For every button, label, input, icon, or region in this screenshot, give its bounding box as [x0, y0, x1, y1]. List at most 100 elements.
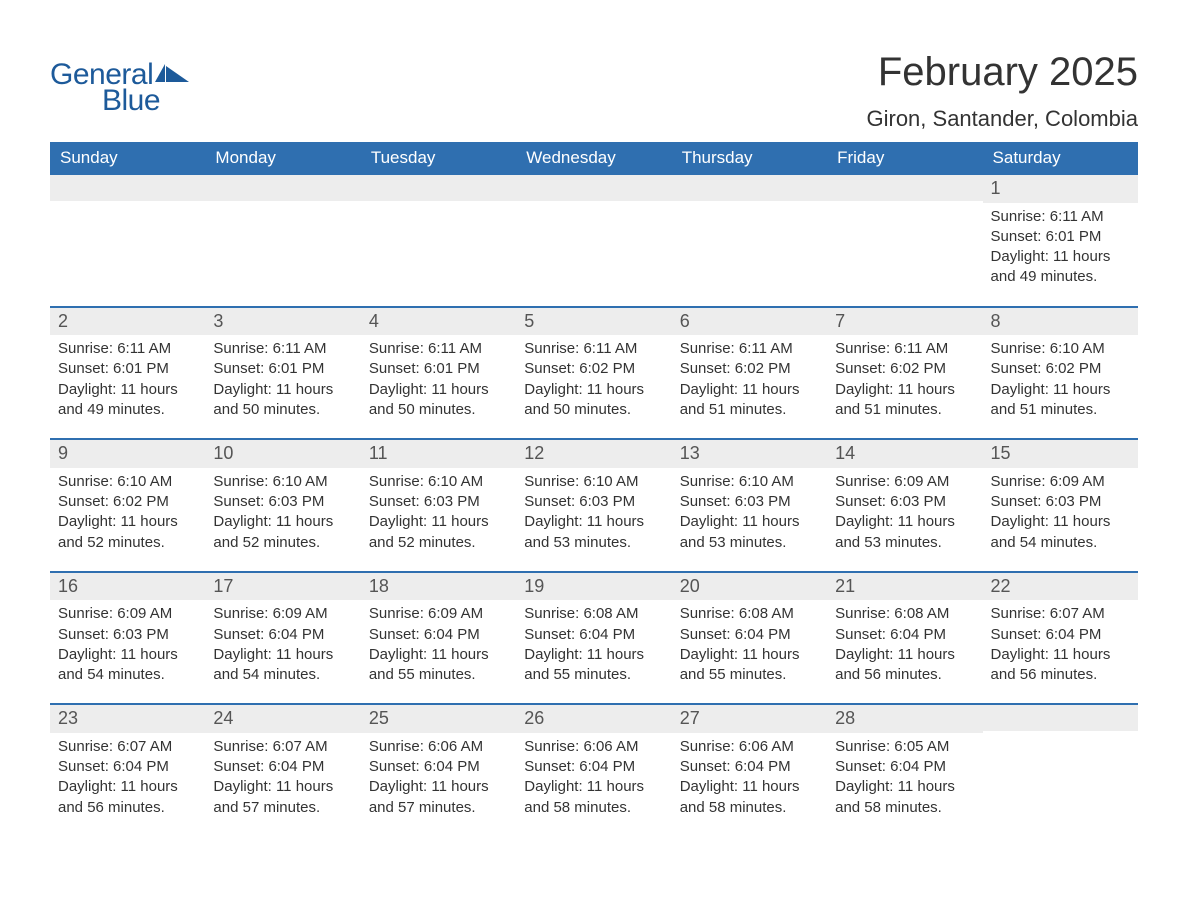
daylight-text: Daylight: 11 hours and 50 minutes.	[213, 380, 352, 421]
day-number: 2	[50, 308, 205, 336]
calendar-grid: Sunday Monday Tuesday Wednesday Thursday…	[50, 142, 1138, 818]
day-number: 16	[50, 573, 205, 601]
sunset-text: Sunset: 6:04 PM	[213, 757, 352, 777]
day-cell	[205, 175, 360, 288]
day-cell: 26Sunrise: 6:06 AMSunset: 6:04 PMDayligh…	[516, 705, 671, 818]
day-cell: 13Sunrise: 6:10 AMSunset: 6:03 PMDayligh…	[672, 440, 827, 553]
day-cell	[672, 175, 827, 288]
day-details: Sunrise: 6:06 AMSunset: 6:04 PMDaylight:…	[361, 733, 516, 818]
day-cell: 5Sunrise: 6:11 AMSunset: 6:02 PMDaylight…	[516, 308, 671, 421]
day-cell	[983, 705, 1138, 818]
sunset-text: Sunset: 6:03 PM	[213, 492, 352, 512]
day-details: Sunrise: 6:07 AMSunset: 6:04 PMDaylight:…	[205, 733, 360, 818]
sunrise-text: Sunrise: 6:09 AM	[835, 472, 974, 492]
daylight-text: Daylight: 11 hours and 54 minutes.	[991, 512, 1130, 553]
sunset-text: Sunset: 6:01 PM	[369, 359, 508, 379]
sunrise-text: Sunrise: 6:09 AM	[58, 604, 197, 624]
sunset-text: Sunset: 6:03 PM	[991, 492, 1130, 512]
day-cell: 28Sunrise: 6:05 AMSunset: 6:04 PMDayligh…	[827, 705, 982, 818]
sunset-text: Sunset: 6:02 PM	[524, 359, 663, 379]
daylight-text: Daylight: 11 hours and 52 minutes.	[213, 512, 352, 553]
day-number: 18	[361, 573, 516, 601]
daylight-text: Daylight: 11 hours and 49 minutes.	[58, 380, 197, 421]
day-number: 12	[516, 440, 671, 468]
day-details: Sunrise: 6:10 AMSunset: 6:03 PMDaylight:…	[361, 468, 516, 553]
daylight-text: Daylight: 11 hours and 52 minutes.	[58, 512, 197, 553]
daylight-text: Daylight: 11 hours and 55 minutes.	[680, 645, 819, 686]
sunset-text: Sunset: 6:04 PM	[680, 625, 819, 645]
sunset-text: Sunset: 6:04 PM	[213, 625, 352, 645]
day-number: 3	[205, 308, 360, 336]
sunrise-text: Sunrise: 6:07 AM	[991, 604, 1130, 624]
sunrise-text: Sunrise: 6:11 AM	[835, 339, 974, 359]
daylight-text: Daylight: 11 hours and 53 minutes.	[524, 512, 663, 553]
day-number: 17	[205, 573, 360, 601]
sunset-text: Sunset: 6:02 PM	[58, 492, 197, 512]
sunrise-text: Sunrise: 6:11 AM	[369, 339, 508, 359]
day-cell: 12Sunrise: 6:10 AMSunset: 6:03 PMDayligh…	[516, 440, 671, 553]
sunset-text: Sunset: 6:04 PM	[991, 625, 1130, 645]
title-block: February 2025 Giron, Santander, Colombia	[867, 50, 1139, 132]
day-details: Sunrise: 6:08 AMSunset: 6:04 PMDaylight:…	[516, 600, 671, 685]
day-cell: 4Sunrise: 6:11 AMSunset: 6:01 PMDaylight…	[361, 308, 516, 421]
day-cell: 6Sunrise: 6:11 AMSunset: 6:02 PMDaylight…	[672, 308, 827, 421]
sunrise-text: Sunrise: 6:05 AM	[835, 737, 974, 757]
sunrise-text: Sunrise: 6:11 AM	[991, 207, 1130, 227]
day-number: 15	[983, 440, 1138, 468]
daylight-text: Daylight: 11 hours and 51 minutes.	[991, 380, 1130, 421]
day-number: 24	[205, 705, 360, 733]
day-cell: 23Sunrise: 6:07 AMSunset: 6:04 PMDayligh…	[50, 705, 205, 818]
day-cell: 24Sunrise: 6:07 AMSunset: 6:04 PMDayligh…	[205, 705, 360, 818]
weeks-container: 1Sunrise: 6:11 AMSunset: 6:01 PMDaylight…	[50, 175, 1138, 818]
day-cell: 8Sunrise: 6:10 AMSunset: 6:02 PMDaylight…	[983, 308, 1138, 421]
day-cell: 2Sunrise: 6:11 AMSunset: 6:01 PMDaylight…	[50, 308, 205, 421]
sunrise-text: Sunrise: 6:06 AM	[680, 737, 819, 757]
day-cell: 1Sunrise: 6:11 AMSunset: 6:01 PMDaylight…	[983, 175, 1138, 288]
sunset-text: Sunset: 6:03 PM	[524, 492, 663, 512]
logo-text-blue: Blue	[102, 84, 160, 118]
calendar-week: 1Sunrise: 6:11 AMSunset: 6:01 PMDaylight…	[50, 175, 1138, 288]
day-cell: 25Sunrise: 6:06 AMSunset: 6:04 PMDayligh…	[361, 705, 516, 818]
sunrise-text: Sunrise: 6:08 AM	[835, 604, 974, 624]
sunset-text: Sunset: 6:01 PM	[991, 227, 1130, 247]
calendar-week: 16Sunrise: 6:09 AMSunset: 6:03 PMDayligh…	[50, 571, 1138, 686]
day-number: 27	[672, 705, 827, 733]
day-details: Sunrise: 6:10 AMSunset: 6:02 PMDaylight:…	[983, 335, 1138, 420]
sunset-text: Sunset: 6:02 PM	[991, 359, 1130, 379]
sunset-text: Sunset: 6:03 PM	[680, 492, 819, 512]
day-details: Sunrise: 6:08 AMSunset: 6:04 PMDaylight:…	[827, 600, 982, 685]
daylight-text: Daylight: 11 hours and 56 minutes.	[58, 777, 197, 818]
day-number: 19	[516, 573, 671, 601]
day-number: 11	[361, 440, 516, 468]
location-text: Giron, Santander, Colombia	[867, 106, 1139, 132]
day-number	[827, 175, 982, 201]
day-cell: 9Sunrise: 6:10 AMSunset: 6:02 PMDaylight…	[50, 440, 205, 553]
day-number: 26	[516, 705, 671, 733]
day-cell: 21Sunrise: 6:08 AMSunset: 6:04 PMDayligh…	[827, 573, 982, 686]
day-details: Sunrise: 6:05 AMSunset: 6:04 PMDaylight:…	[827, 733, 982, 818]
sunrise-text: Sunrise: 6:11 AM	[213, 339, 352, 359]
day-details: Sunrise: 6:09 AMSunset: 6:04 PMDaylight:…	[361, 600, 516, 685]
day-cell: 7Sunrise: 6:11 AMSunset: 6:02 PMDaylight…	[827, 308, 982, 421]
day-number: 22	[983, 573, 1138, 601]
day-number: 13	[672, 440, 827, 468]
daylight-text: Daylight: 11 hours and 54 minutes.	[213, 645, 352, 686]
day-number: 7	[827, 308, 982, 336]
weekday-friday: Friday	[827, 142, 982, 175]
day-details: Sunrise: 6:11 AMSunset: 6:01 PMDaylight:…	[50, 335, 205, 420]
sunset-text: Sunset: 6:02 PM	[835, 359, 974, 379]
day-number: 6	[672, 308, 827, 336]
day-cell: 27Sunrise: 6:06 AMSunset: 6:04 PMDayligh…	[672, 705, 827, 818]
weekday-tuesday: Tuesday	[361, 142, 516, 175]
day-number: 21	[827, 573, 982, 601]
day-details: Sunrise: 6:10 AMSunset: 6:02 PMDaylight:…	[50, 468, 205, 553]
day-number	[361, 175, 516, 201]
day-number: 23	[50, 705, 205, 733]
daylight-text: Daylight: 11 hours and 51 minutes.	[680, 380, 819, 421]
day-number: 9	[50, 440, 205, 468]
day-cell	[516, 175, 671, 288]
day-number: 1	[983, 175, 1138, 203]
day-details: Sunrise: 6:07 AMSunset: 6:04 PMDaylight:…	[50, 733, 205, 818]
sunrise-text: Sunrise: 6:11 AM	[680, 339, 819, 359]
day-number	[516, 175, 671, 201]
